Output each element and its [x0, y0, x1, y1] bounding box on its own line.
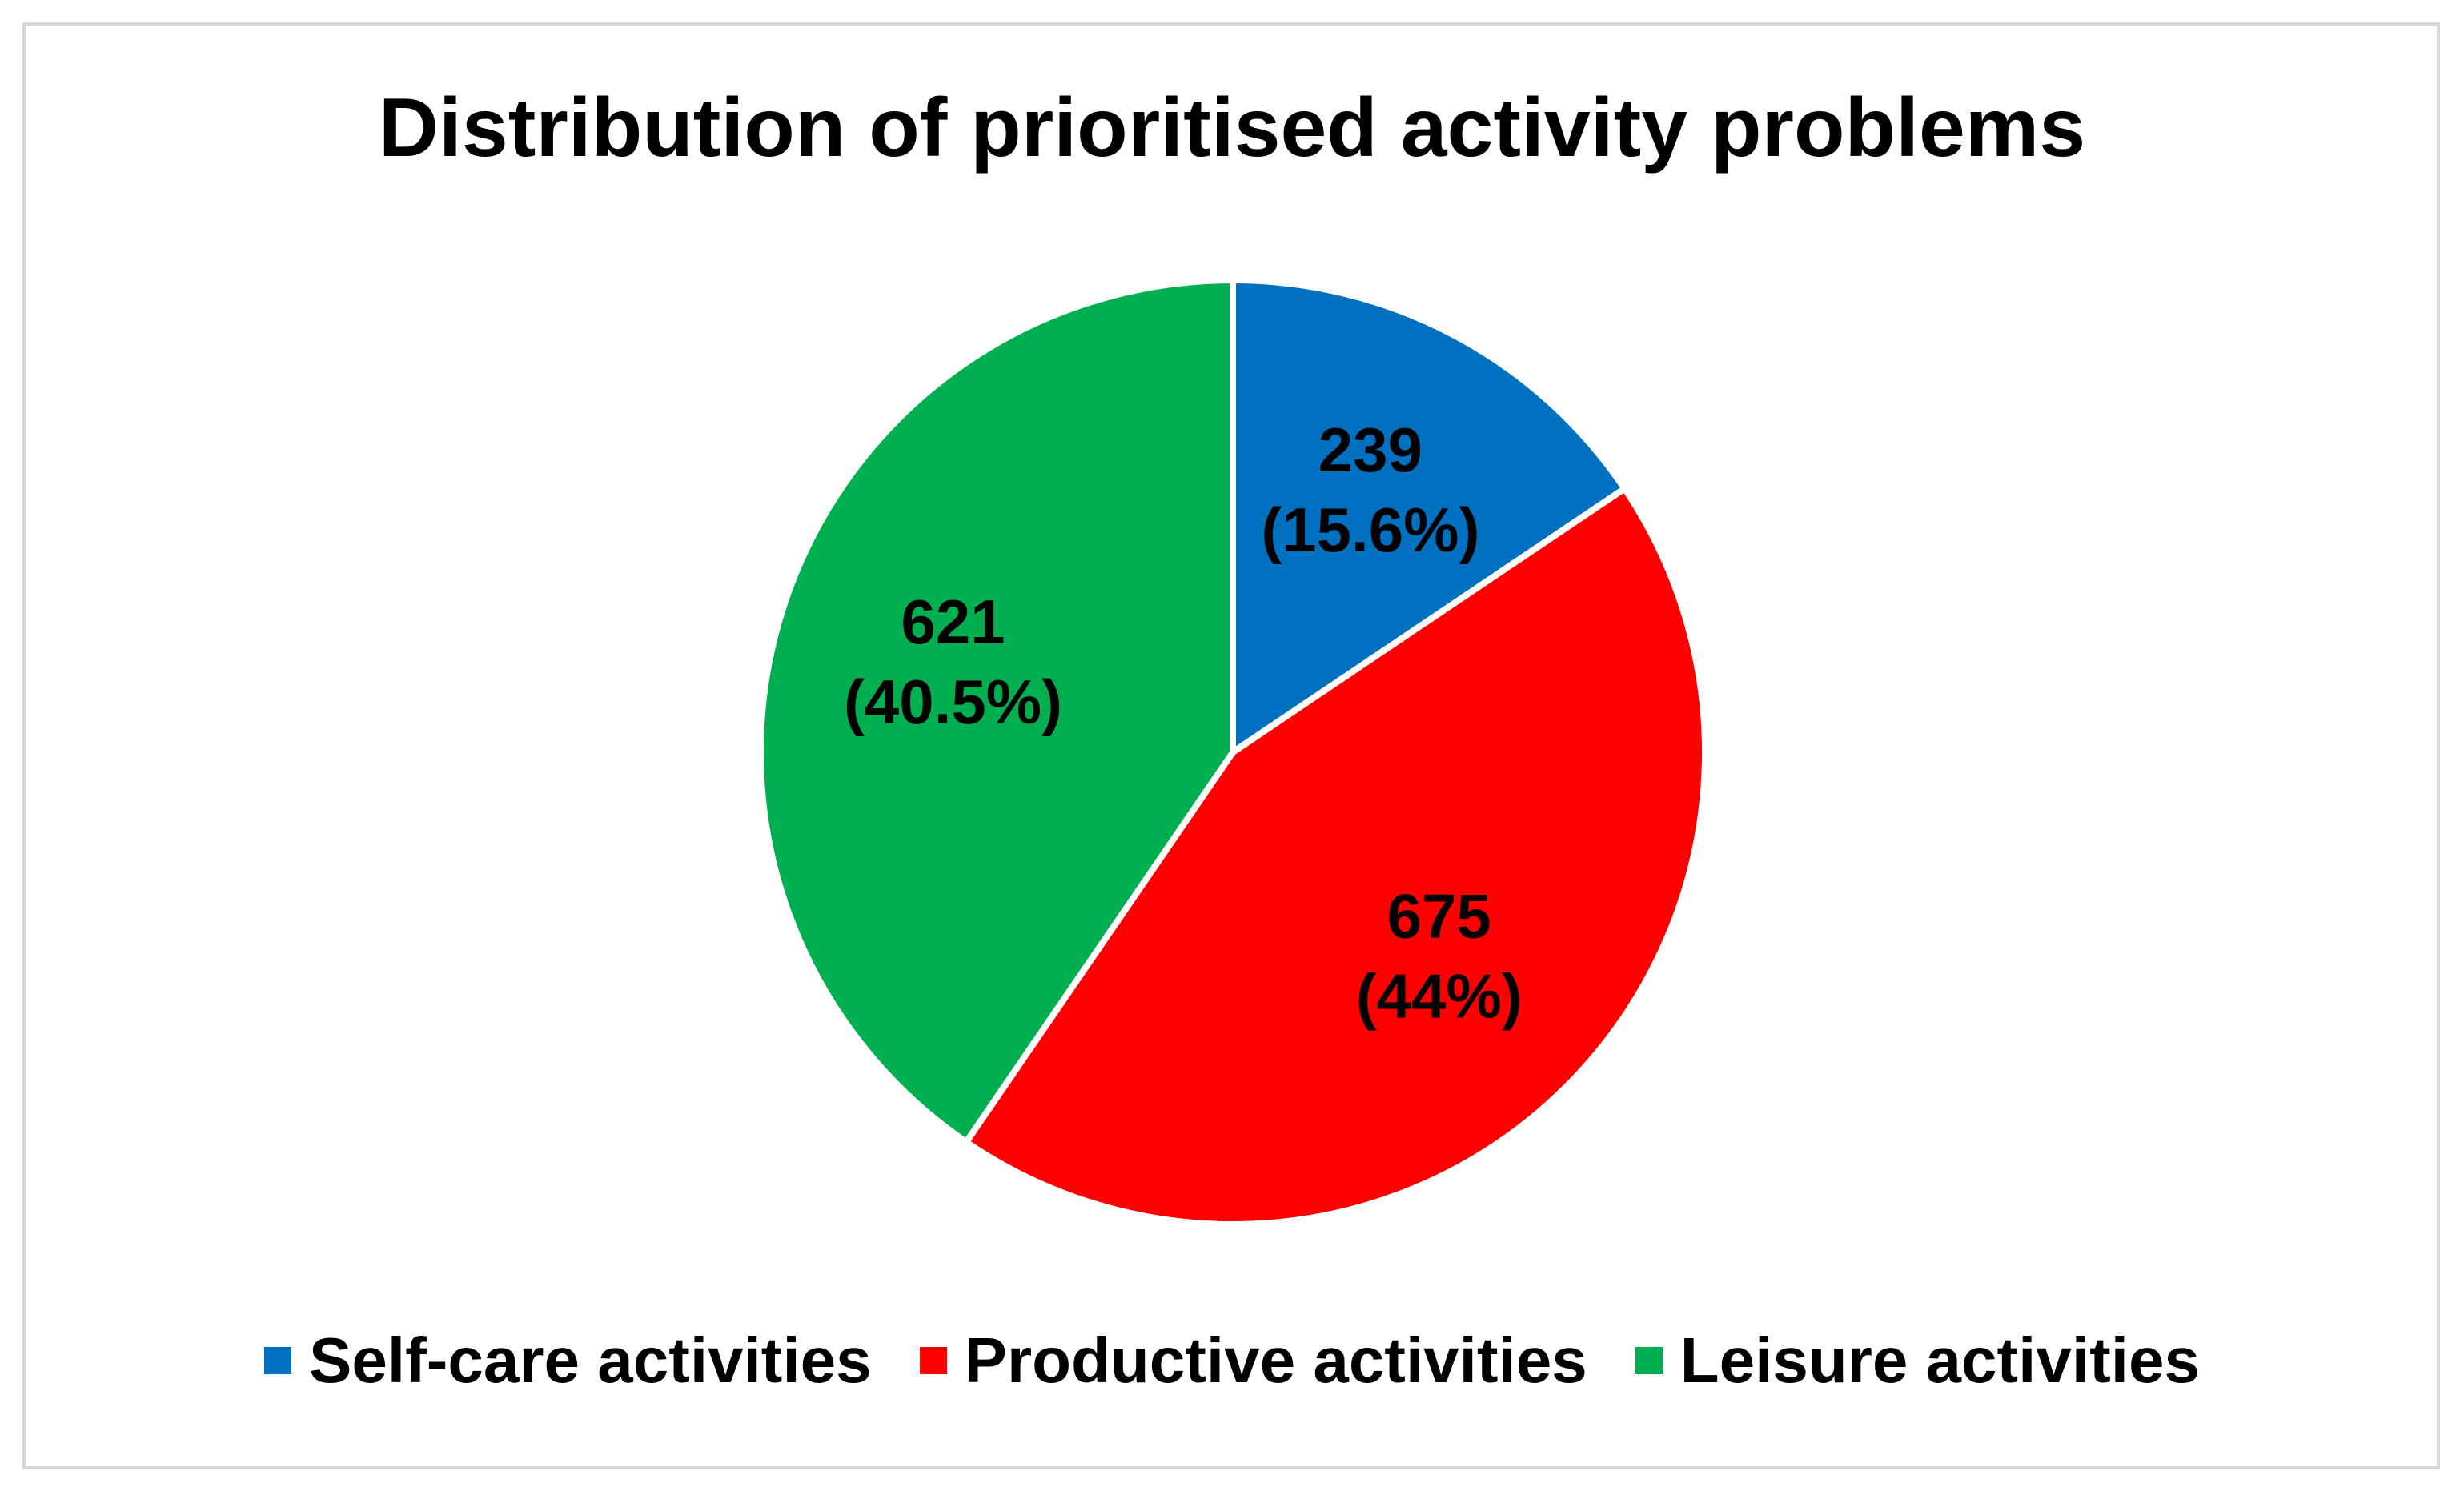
- legend-label-leisure: Leisure activities: [1679, 1325, 2200, 1396]
- legend-label-productive: Productive activities: [964, 1325, 1587, 1396]
- legend-item-productive: Productive activities: [919, 1321, 1587, 1401]
- data-label-value-productive: 675: [1387, 881, 1491, 952]
- legend-swatch-self-care: [264, 1347, 292, 1374]
- data-label-value-leisure: 621: [901, 587, 1005, 657]
- data-label-percent-productive: (44%): [1356, 961, 1523, 1032]
- legend-swatch-productive: [919, 1347, 947, 1374]
- data-label-percent-self-care: (15.6%): [1261, 495, 1479, 565]
- chart-title: Distribution of prioritised activity pro…: [378, 82, 2086, 174]
- data-label-value-self-care: 239: [1318, 415, 1423, 485]
- data-label-percent-leisure: (40.5%): [844, 667, 1062, 737]
- legend-swatch-leisure: [1635, 1347, 1663, 1374]
- pie-slice-leisure: [757, 277, 1236, 1146]
- legend: Self-care activities Productive activiti…: [0, 1321, 2464, 1401]
- pie-slice-self-care: [1230, 277, 1628, 756]
- pie-slice-productive: [963, 485, 1708, 1228]
- legend-label-self-care: Self-care activities: [309, 1325, 872, 1396]
- legend-item-self-care: Self-care activities: [264, 1321, 872, 1401]
- legend-item-leisure: Leisure activities: [1635, 1321, 2200, 1401]
